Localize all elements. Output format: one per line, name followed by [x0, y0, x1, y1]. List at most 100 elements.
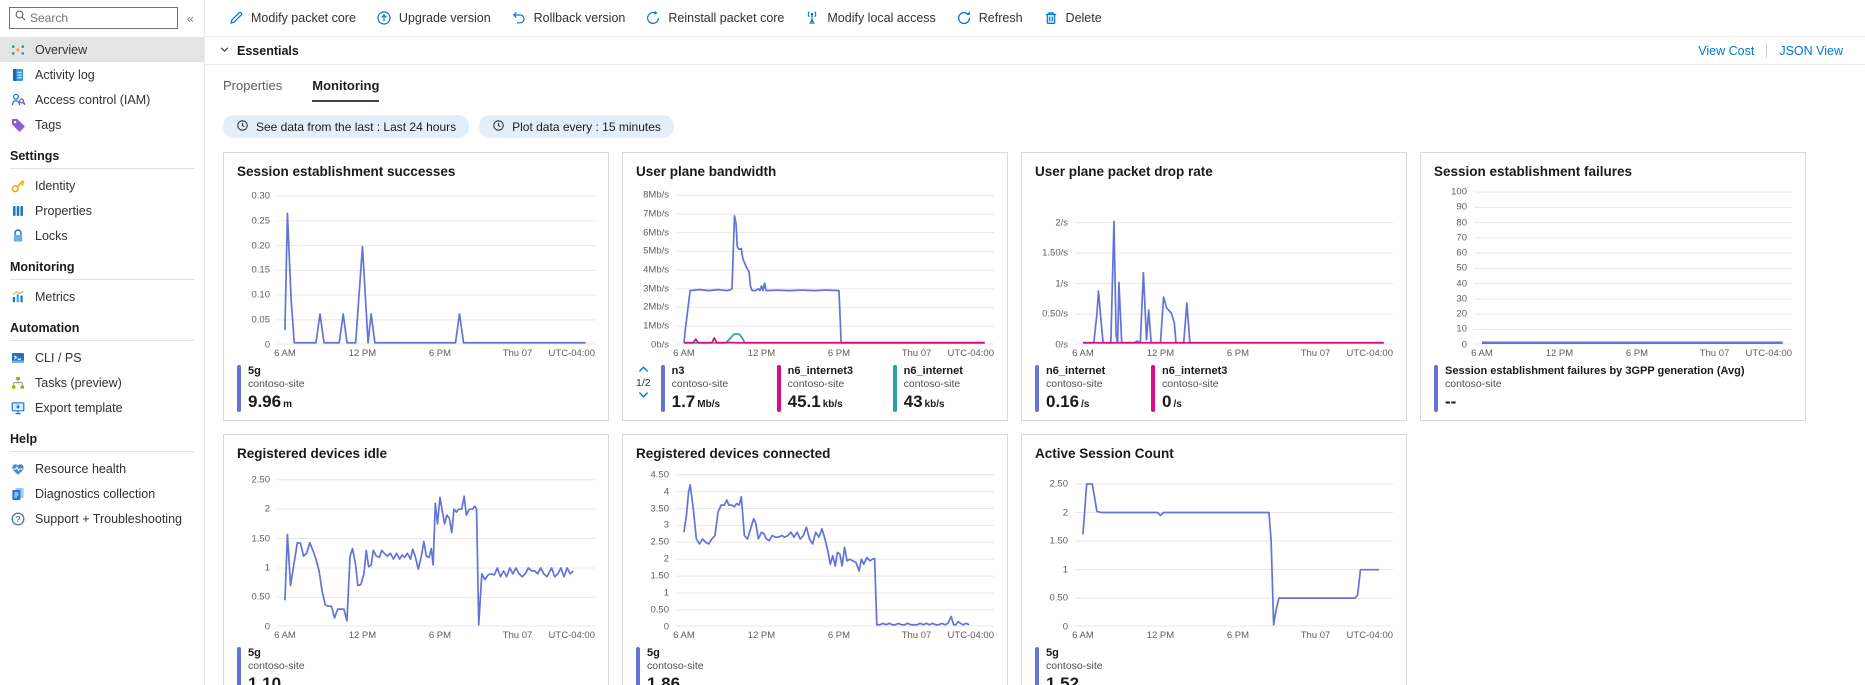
sidebar-item-tags[interactable]: Tags [0, 112, 204, 137]
chart-card-user-plane-packet-drop-rate[interactable]: User plane packet drop rate 2/s 1.50/s 1/s 0… [1021, 152, 1407, 421]
modify-local-access-button[interactable]: Modify local access [795, 5, 944, 31]
sidebar-item-label: Resource health [35, 461, 127, 476]
view-cost-link[interactable]: View Cost [1698, 43, 1755, 58]
chart-card-registered-devices-connected[interactable]: Registered devices connected 4.50 4 3.50 3 2.… [622, 434, 1008, 685]
tab-monitoring[interactable]: Monitoring [312, 78, 380, 102]
y-tick-label: 0 [1461, 339, 1467, 351]
sidebar-item-label: CLI / PS [35, 350, 82, 365]
legend-pager: 1/2 [636, 365, 651, 403]
sidebar-item-identity[interactable]: Identity [0, 173, 204, 198]
plot-area [1075, 186, 1393, 345]
sidebar-item-diagnostics-collection[interactable]: Diagnostics collection [0, 481, 204, 506]
x-axis: 6 AM 12 PM 6 PM Thu 07 UTC-04:00 [673, 627, 994, 642]
legend-item-5g[interactable]: 5g contoso-site 9.96 m [237, 364, 305, 412]
plot-row: 2.50 2 1.50 1 0.50 0 [1035, 468, 1393, 632]
x-tick-label: 6 PM [428, 629, 452, 641]
x-axis: 6 AM 12 PM 6 PM Thu 07 UTC-04:00 [673, 345, 994, 360]
sidebar-section-settings: Settings [10, 149, 60, 163]
y-tick-label: 0.50 [650, 604, 670, 616]
y-tick-label: 40 [1456, 278, 1467, 290]
x-tick-label: Thu 07 [901, 629, 932, 641]
legend-item-5g[interactable]: 5g contoso-site 1.52 [1035, 646, 1103, 685]
x-axis-timezone-label: UTC-04:00 [947, 629, 994, 641]
y-tick-label: 2 [663, 553, 669, 565]
y-tick-label: 2.50 [1049, 478, 1069, 490]
legend-item-5g[interactable]: 5g contoso-site 1.86 [636, 646, 704, 685]
chart-card-session-establishment-failures[interactable]: Session establishment failures 100 90 80 70 6… [1420, 152, 1806, 421]
upgrade-version-button[interactable]: Upgrade version [367, 5, 500, 31]
legend-item-session-establishment-failures-by-3gpp-generation-avg[interactable]: Session establishment failures by 3GPP g… [1434, 364, 1745, 412]
trash-icon [1043, 10, 1059, 26]
y-tick-label: 0.05 [251, 314, 271, 326]
legend-resource-name: contoso-site [647, 660, 704, 673]
y-tick-label: 60 [1456, 247, 1467, 259]
sidebar-item-cli-ps[interactable]: CLI / PS [0, 345, 204, 370]
toolbar-button-label: Modify packet core [251, 11, 356, 25]
locks-icon [10, 228, 26, 244]
x-axis: 6 AM 12 PM 6 PM Thu 07 UTC-04:00 [1471, 345, 1792, 360]
delete-button[interactable]: Delete [1034, 5, 1111, 31]
chart-legend: 5g contoso-site 1.10 [237, 646, 595, 685]
charts-grid: Session establishment successes 0.30 0.25 0… [205, 140, 1865, 685]
y-tick-label: 100 [1451, 186, 1467, 198]
filter-pill-label: See data from the last : Last 24 hours [256, 119, 457, 134]
sidebar-item-overview[interactable]: Overview [0, 37, 204, 62]
sidebar-item-locks[interactable]: Locks [0, 223, 204, 248]
chart-card-session-establishment-successes[interactable]: Session establishment successes 0.30 0.25 0… [223, 152, 609, 421]
sidebar-item-metrics[interactable]: Metrics [0, 284, 204, 309]
x-axis-timezone-label: UTC-04:00 [548, 347, 595, 359]
x-tick-label: 6 AM [274, 629, 296, 641]
sidebar-item-activity-log[interactable]: Activity log [0, 62, 204, 87]
sidebar-item-tasks-preview[interactable]: Tasks (preview) [0, 370, 204, 395]
legend-item-n6-internet[interactable]: n6_internet contoso-site 0.16/s [1035, 364, 1143, 412]
y-axis: 100 90 80 70 60 50 40 30 20 10 0 [1434, 186, 1474, 351]
y-tick-label: 50 [1456, 262, 1467, 274]
y-axis: 2.50 2 1.50 1 0.50 0 [237, 468, 277, 632]
chart-title: User plane bandwidth [636, 164, 777, 179]
x-tick-label: 6 AM [1072, 629, 1094, 641]
sidebar-collapse-icon[interactable]: « [186, 10, 194, 26]
x-tick-label: 6 AM [274, 347, 296, 359]
chart-card-registered-devices-idle[interactable]: Registered devices idle 2.50 2 1.50 1 0.50 0 6 … [223, 434, 609, 685]
y-axis: 2/s 1.50/s 1/s 0.50/s 0/s [1035, 186, 1075, 350]
search-box[interactable] [9, 7, 178, 29]
sidebar-item-resource-health[interactable]: Resource health [0, 456, 204, 481]
rollback-version-button[interactable]: Rollback version [502, 5, 635, 31]
search-icon [14, 9, 27, 27]
essentials-toggle[interactable]: Essentials [219, 44, 299, 58]
legend-item-n3[interactable]: n3 contoso-site 1.7 Mb/s [660, 364, 769, 412]
reinstall-packet-core-button[interactable]: Reinstall packet core [636, 5, 793, 31]
tab-properties[interactable]: Properties [223, 78, 283, 93]
chart-svg [277, 186, 595, 345]
legend-series-name: 5g [647, 646, 660, 659]
legend-pager-up-icon[interactable] [638, 365, 649, 378]
legend-item-n6-internet3[interactable]: n6_internet3 contoso-site 0/s [1151, 364, 1259, 412]
search-input[interactable] [30, 11, 173, 25]
legend-item-n6-internet[interactable]: n6_internet contoso-site 43 kb/s [892, 364, 1001, 412]
chart-card-user-plane-bandwidth[interactable]: User plane bandwidth 8Mb/s 7Mb/s 6Mb/s 5Mb/s… [622, 152, 1008, 421]
legend-item-5g[interactable]: 5g contoso-site 1.10 [237, 646, 305, 685]
y-tick-label: 3Mb/s [643, 283, 669, 295]
chart-card-active-session-count[interactable]: Active Session Count 2.50 2 1.50 1 0.50 0 6 AM 1… [1021, 434, 1407, 685]
refresh-button[interactable]: Refresh [947, 5, 1032, 31]
sidebar-nav: Overview Activity log Access control (IAM)… [0, 37, 204, 531]
y-tick-label: 3.50 [650, 503, 670, 515]
legend-color-bar [1035, 646, 1039, 685]
filter-pill-see-data-from-the-last[interactable]: See data from the last : Last 24 hours [223, 115, 470, 138]
cli-ps-icon [10, 350, 26, 366]
sidebar-item-access-control-iam[interactable]: Access control (IAM) [0, 87, 204, 112]
legend-item-n6-internet3[interactable]: n6_internet3 contoso-site 45.1 kb/s [776, 364, 885, 412]
json-view-link[interactable]: JSON View [1779, 43, 1843, 58]
filter-pill-plot-data-every[interactable]: Plot data every : 15 minutes [479, 115, 674, 138]
y-tick-label: 1.50 [650, 570, 670, 582]
sidebar-item-export-template[interactable]: Export template [0, 395, 204, 420]
x-tick-label: 12 PM [1545, 347, 1574, 359]
modify-packet-core-button[interactable]: Modify packet core [219, 5, 365, 31]
y-tick-label: 0/s [1055, 339, 1068, 351]
legend-value: 43 kb/s [903, 391, 945, 411]
legend-pager-down-icon[interactable] [638, 390, 649, 403]
sidebar-item-support-troubleshooting[interactable]: ? Support + Troubleshooting [0, 506, 204, 531]
sidebar-section-monitoring: Monitoring [10, 260, 75, 274]
sidebar-item-properties[interactable]: Properties [0, 198, 204, 223]
y-tick-label: 0.20 [251, 240, 271, 252]
